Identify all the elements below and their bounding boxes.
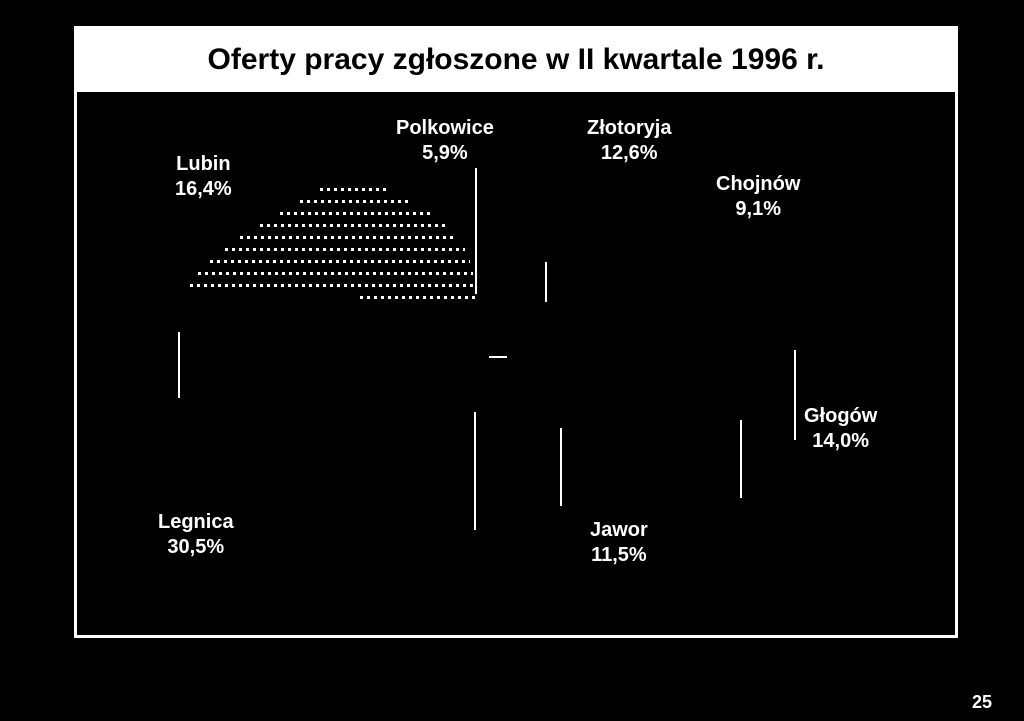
heap-row-6 <box>210 260 470 263</box>
label-glogow: Głogów 14,0% <box>804 404 877 454</box>
tick-t8 <box>474 412 476 530</box>
heap-row-8 <box>190 284 475 287</box>
heap-row-4 <box>240 236 455 239</box>
tick-t2 <box>545 262 547 302</box>
chart-title-bar: Oferty pracy zgłoszone w II kwartale 199… <box>76 28 956 92</box>
tick-t3 <box>178 332 180 398</box>
heap-row-7 <box>198 272 473 275</box>
page-number: 25 <box>972 692 992 713</box>
heap-row-9 <box>360 296 475 299</box>
heap-row-3 <box>260 224 445 227</box>
label-jawor: Jawor 11,5% <box>590 518 648 568</box>
heap-row-2 <box>280 212 430 215</box>
heap-row-1 <box>300 200 410 203</box>
label-legnica: Legnica 30,5% <box>158 510 234 560</box>
tick-t1 <box>475 168 477 294</box>
tick-t4 <box>489 356 507 358</box>
label-zlotoryja: Złotoryja 12,6% <box>587 116 671 166</box>
label-polkowice: Polkowice 5,9% <box>396 116 494 166</box>
heap-row-5 <box>225 248 465 251</box>
tick-t6 <box>740 420 742 498</box>
label-lubin: Lubin 16,4% <box>175 152 232 202</box>
heap-row-0 <box>320 188 390 191</box>
label-chojnow: Chojnów 9,1% <box>716 172 800 222</box>
chart-title-text: Oferty pracy zgłoszone w II kwartale 199… <box>208 43 825 77</box>
tick-t7 <box>560 428 562 506</box>
tick-t5 <box>794 350 796 440</box>
